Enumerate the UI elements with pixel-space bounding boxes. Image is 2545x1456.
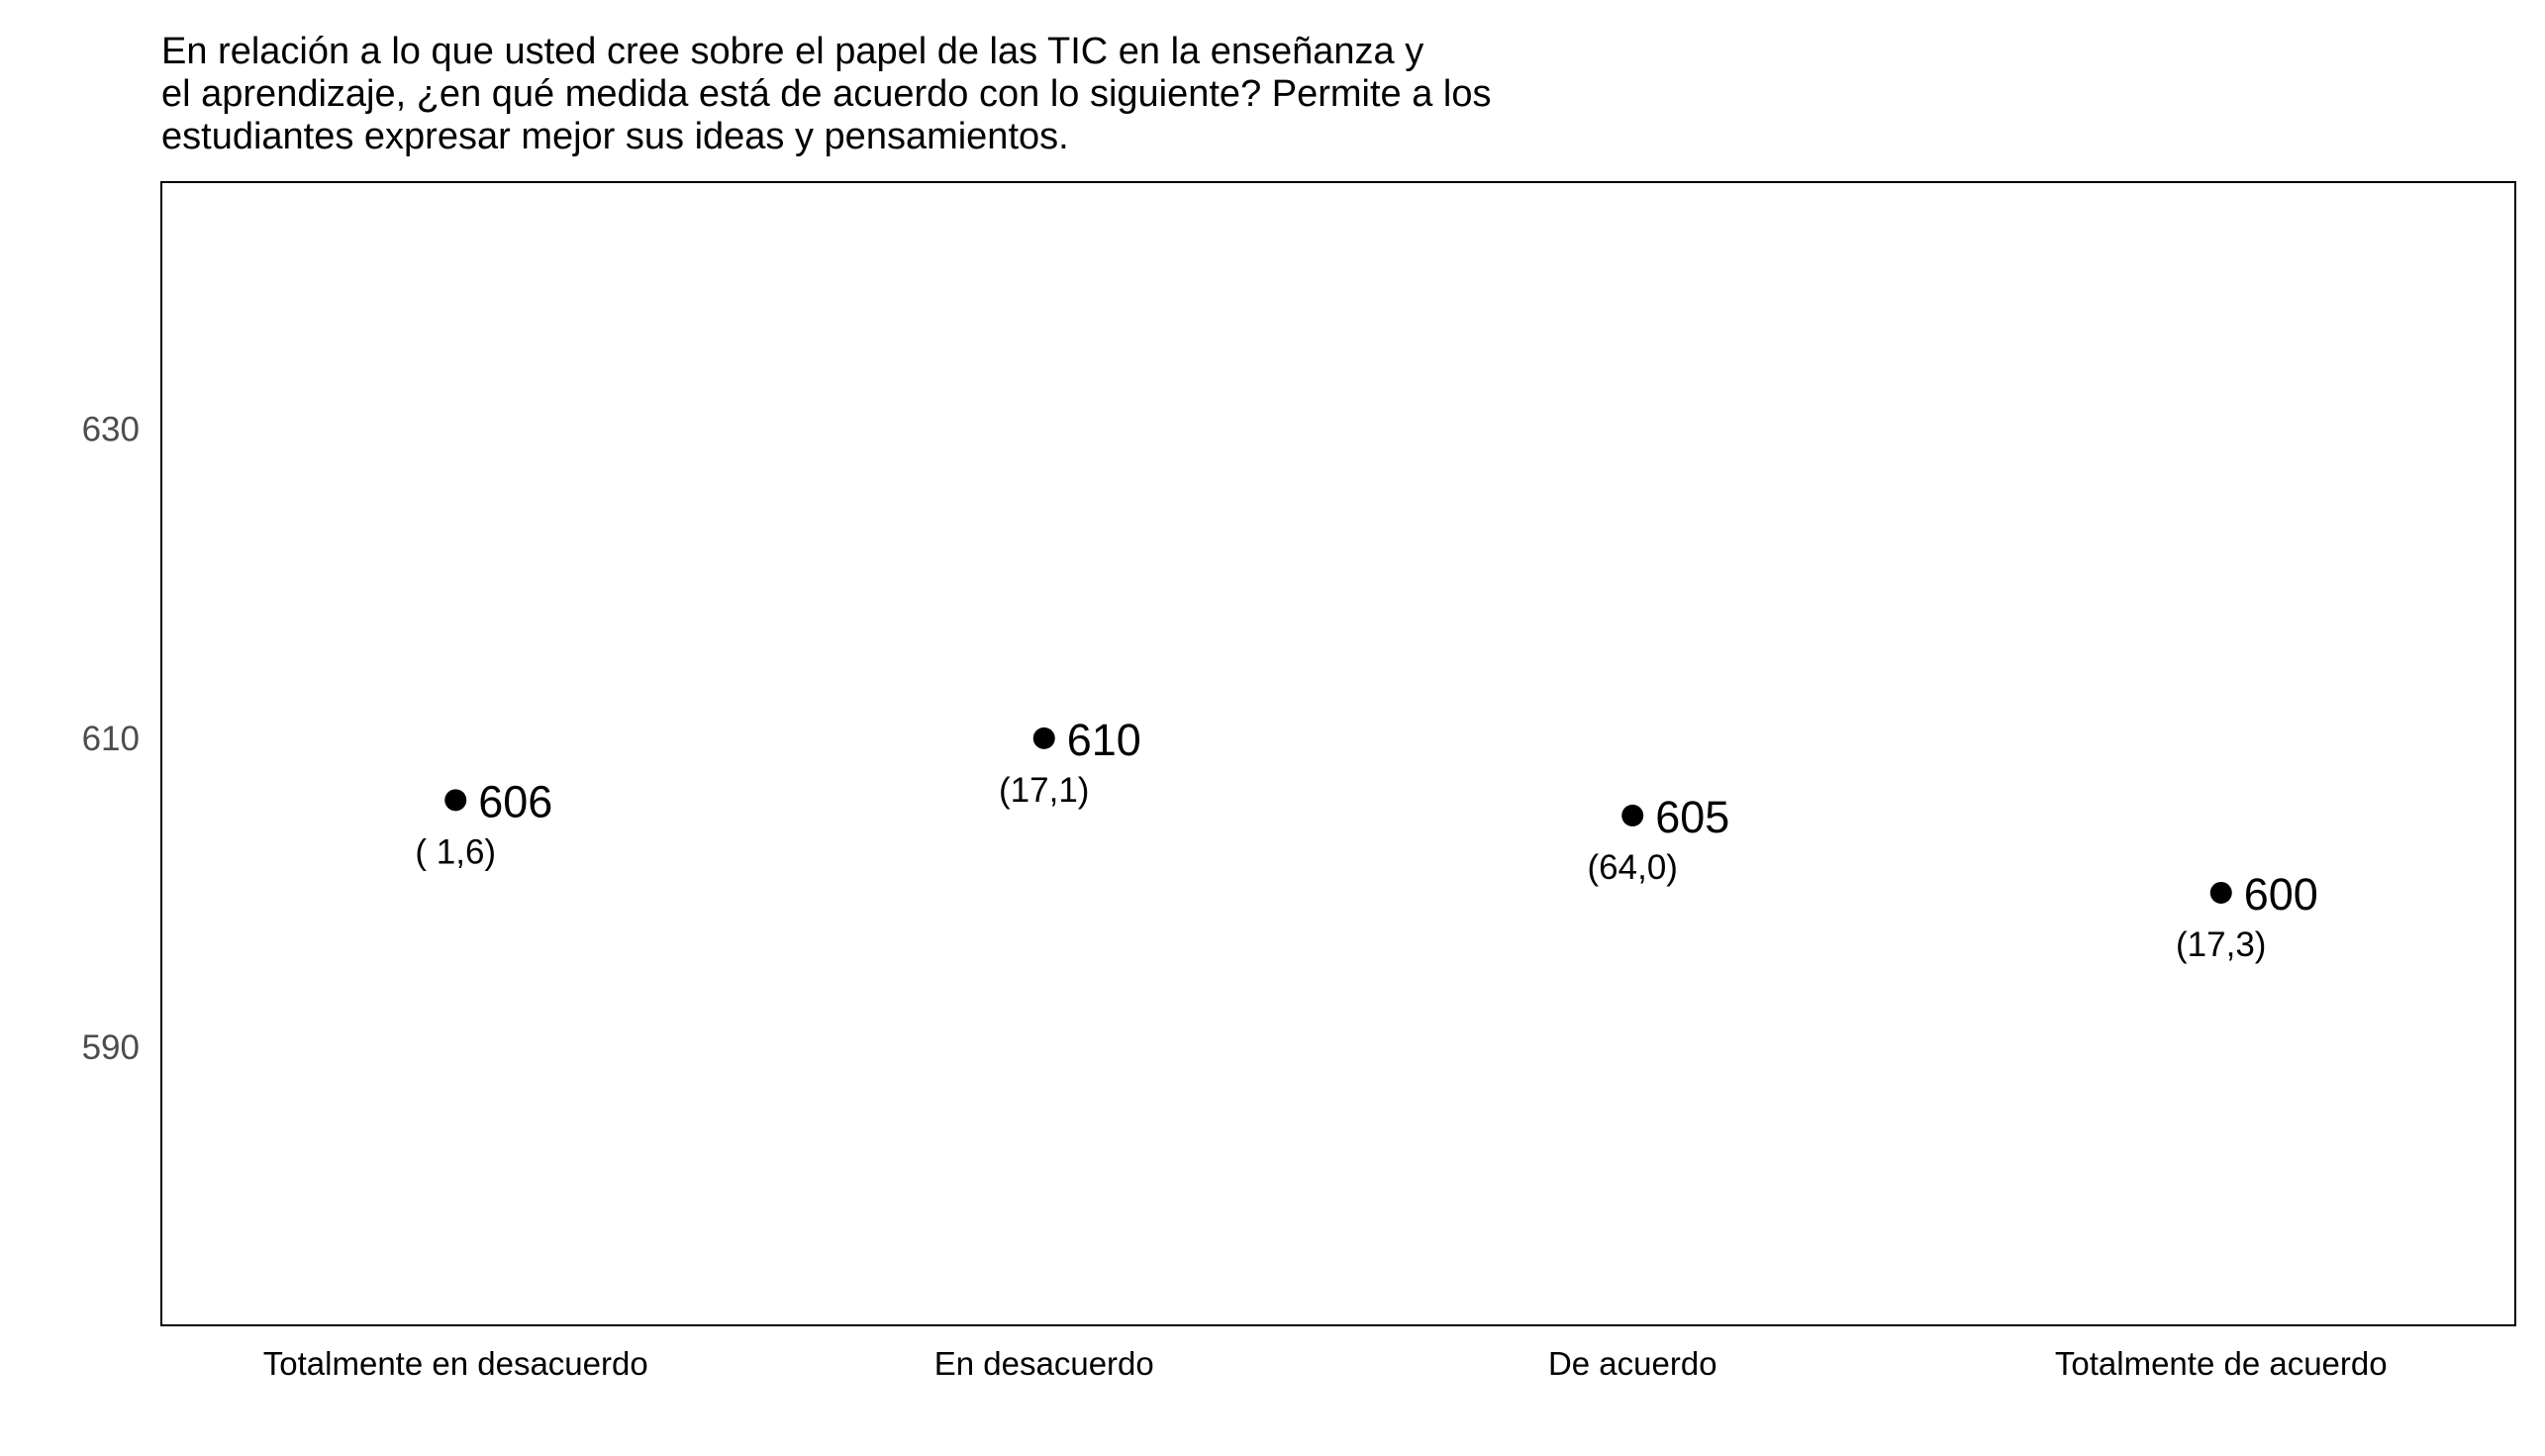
data-point <box>1621 804 1644 826</box>
value-label: 606 <box>478 776 552 826</box>
data-point <box>1032 727 1055 749</box>
x-tick-label: Totalmente de acuerdo <box>2055 1345 2388 1382</box>
x-tick-label: De acuerdo <box>1548 1345 1717 1382</box>
percent-label: (17,1) <box>999 771 1089 810</box>
plot-frame <box>160 181 2516 1326</box>
title-line: estudiantes expresar mejor sus ideas y p… <box>161 116 1069 157</box>
data-points <box>444 727 2232 904</box>
percent-label: (64,0) <box>1588 848 1678 887</box>
percent-label: ( 1,6) <box>415 832 496 871</box>
value-label: 605 <box>1655 792 1729 842</box>
percent-label: (17,3) <box>2176 925 2266 964</box>
chart-title: En relación a lo que usted cree sobre el… <box>161 31 1492 157</box>
x-tick-label: En desacuerdo <box>934 1345 1154 1382</box>
data-point <box>2209 881 2232 904</box>
x-tick-label: Totalmente en desacuerdo <box>263 1345 648 1382</box>
y-tick-label: 630 <box>82 411 140 449</box>
value-label: 600 <box>2244 869 2318 920</box>
y-axis: 590 610 630 <box>82 411 140 1067</box>
value-label: 610 <box>1067 715 1141 765</box>
title-line: En relación a lo que usted cree sobre el… <box>161 31 1423 72</box>
data-point <box>444 789 467 812</box>
y-tick-label: 610 <box>82 720 140 758</box>
data-labels: 606 ( 1,6) 610 (17,1) 605 (64,0) 600 (17,3) <box>415 715 2317 964</box>
x-axis: Totalmente en desacuerdo En desacuerdo De … <box>263 1345 2388 1382</box>
title-line: el aprendizaje, ¿en qué medida está de a… <box>161 73 1492 115</box>
y-tick-label: 590 <box>82 1028 140 1067</box>
